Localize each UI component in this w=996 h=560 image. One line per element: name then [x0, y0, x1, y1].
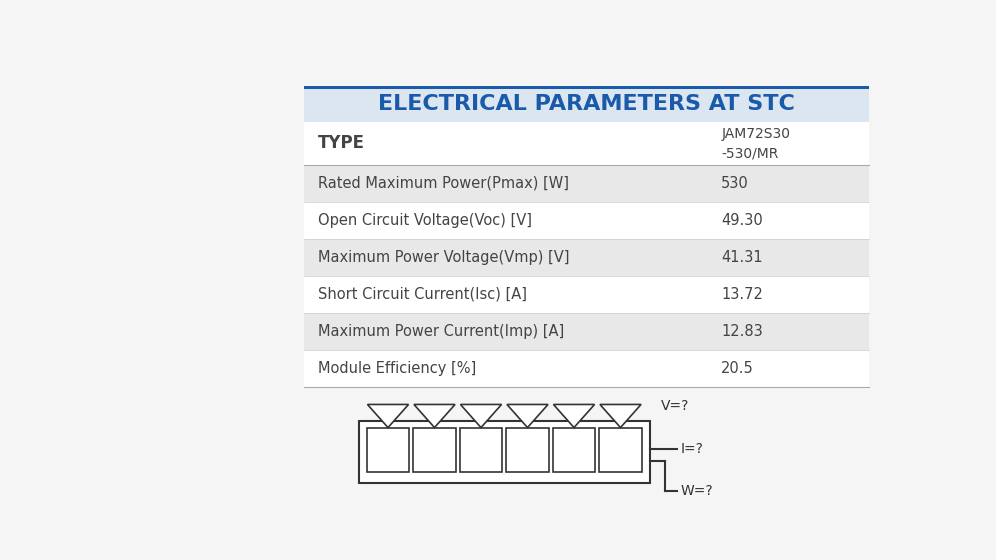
- Bar: [305, 165, 869, 202]
- Bar: [305, 86, 869, 387]
- Bar: [367, 428, 409, 472]
- Text: TYPE: TYPE: [319, 134, 366, 152]
- Text: 41.31: 41.31: [721, 250, 763, 265]
- Polygon shape: [460, 404, 502, 428]
- Bar: [600, 428, 641, 472]
- Bar: [305, 350, 869, 387]
- Bar: [305, 202, 869, 239]
- Text: 530: 530: [721, 176, 749, 191]
- Text: Rated Maximum Power(Pmax) [W]: Rated Maximum Power(Pmax) [W]: [319, 176, 570, 191]
- Polygon shape: [507, 404, 548, 428]
- Text: Short Circuit Current(Isc) [A]: Short Circuit Current(Isc) [A]: [319, 287, 527, 302]
- Text: 12.83: 12.83: [721, 324, 763, 339]
- Text: Module Efficiency [%]: Module Efficiency [%]: [319, 361, 476, 376]
- Bar: [359, 422, 649, 483]
- Bar: [305, 86, 869, 122]
- Text: Maximum Power Voltage(Vmp) [V]: Maximum Power Voltage(Vmp) [V]: [319, 250, 570, 265]
- Text: JAM72S30
-530/MR: JAM72S30 -530/MR: [721, 127, 790, 160]
- Bar: [305, 239, 869, 276]
- Text: 20.5: 20.5: [721, 361, 754, 376]
- Text: Maximum Power Current(Imp) [A]: Maximum Power Current(Imp) [A]: [319, 324, 565, 339]
- Polygon shape: [554, 404, 595, 428]
- Polygon shape: [414, 404, 455, 428]
- Text: V=?: V=?: [661, 399, 689, 413]
- Bar: [413, 428, 456, 472]
- Text: 49.30: 49.30: [721, 213, 763, 228]
- Bar: [305, 122, 869, 165]
- Text: 13.72: 13.72: [721, 287, 763, 302]
- Bar: [460, 428, 502, 472]
- Bar: [305, 276, 869, 313]
- Polygon shape: [368, 404, 408, 428]
- Text: Open Circuit Voltage(Voc) [V]: Open Circuit Voltage(Voc) [V]: [319, 213, 532, 228]
- Bar: [305, 86, 869, 88]
- Bar: [553, 428, 596, 472]
- Text: W=?: W=?: [680, 484, 713, 498]
- Polygon shape: [600, 404, 641, 428]
- Text: I=?: I=?: [680, 442, 703, 456]
- Bar: [506, 428, 549, 472]
- Bar: [305, 313, 869, 350]
- Text: ELECTRICAL PARAMETERS AT STC: ELECTRICAL PARAMETERS AT STC: [377, 94, 795, 114]
